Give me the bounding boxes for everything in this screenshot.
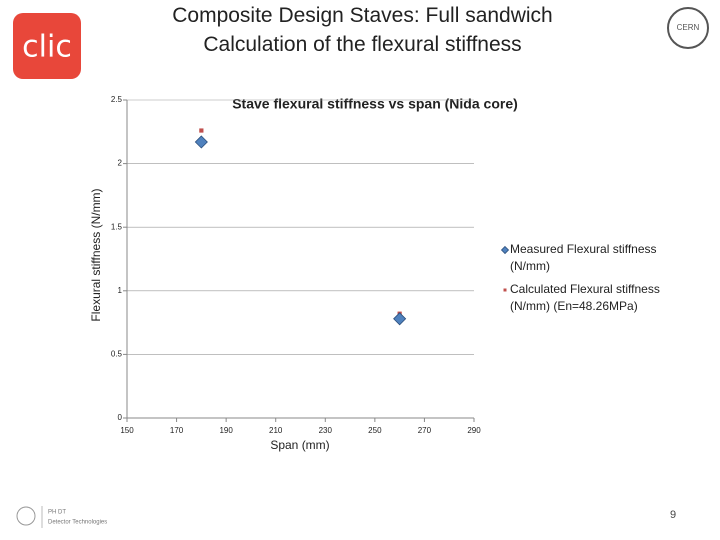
y-axis-label: Flexural stiffness (N/mm) bbox=[89, 188, 103, 321]
y-tick-label: 2 bbox=[118, 159, 123, 168]
x-tick-label: 230 bbox=[319, 426, 333, 435]
legend-entry: Calculated Flexural stiffness (N/mm) (En… bbox=[510, 282, 660, 313]
footer-text: PH DT bbox=[48, 510, 66, 516]
footer-text: Detector Technologies bbox=[48, 520, 107, 526]
clic-logo-text: clic bbox=[22, 30, 72, 65]
legend-entry: Measured Flexural stiffness (N/mm) bbox=[510, 242, 657, 273]
cern-logo bbox=[667, 7, 709, 49]
legend-marker bbox=[503, 288, 507, 292]
y-tick-label: 0 bbox=[118, 413, 123, 422]
x-tick-label: 290 bbox=[467, 426, 481, 435]
point bbox=[199, 128, 204, 133]
y-tick-label: 0.5 bbox=[111, 350, 123, 359]
x-tick-label: 150 bbox=[120, 426, 134, 435]
slide-title-line: Calculation of the flexural stiffness bbox=[203, 33, 522, 56]
point bbox=[393, 312, 407, 326]
x-tick-label: 250 bbox=[368, 426, 382, 435]
x-tick-label: 170 bbox=[170, 426, 184, 435]
x-tick-label: 210 bbox=[269, 426, 283, 435]
x-tick-label: 270 bbox=[418, 426, 432, 435]
x-axis-label: Span (mm) bbox=[270, 438, 329, 452]
slide-title-line: Composite Design Staves: Full sandwich bbox=[172, 4, 553, 27]
page-number: 9 bbox=[670, 509, 676, 521]
footer-logo bbox=[16, 506, 36, 526]
y-tick-label: 1.5 bbox=[111, 222, 123, 231]
legend-marker bbox=[500, 245, 510, 255]
y-tick-label: 2.5 bbox=[111, 95, 123, 104]
point bbox=[194, 135, 208, 149]
cern-logo-text: CERN bbox=[677, 23, 700, 32]
chart-title: Stave flexural stiffness vs span (Nida c… bbox=[232, 96, 518, 112]
y-tick-label: 1 bbox=[118, 286, 123, 295]
clic-logo bbox=[13, 13, 81, 79]
x-tick-label: 190 bbox=[219, 426, 233, 435]
